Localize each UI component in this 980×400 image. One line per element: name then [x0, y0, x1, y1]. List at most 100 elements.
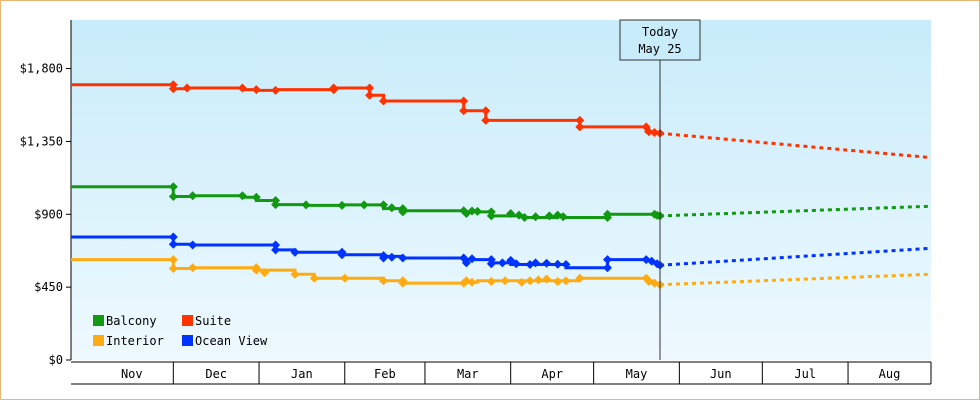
series-balcony-marker: [603, 209, 612, 219]
series-interior-marker: [251, 265, 261, 275]
series-ocean-view-marker: [531, 258, 541, 268]
series-suite-marker: [459, 106, 469, 116]
series-ocean-view-marker: [168, 239, 178, 249]
series-ocean-view-marker: [387, 252, 397, 262]
series-ocean-view-marker: [561, 260, 571, 269]
series-ocean-view-marker: [398, 253, 408, 263]
series-ocean-view-marker: [271, 245, 281, 255]
series-suite-marker: [329, 83, 339, 93]
series-ocean-view-marker: [497, 258, 507, 268]
month-label: May: [626, 367, 648, 381]
month-label: Jun: [710, 367, 732, 381]
series-interior-marker: [525, 276, 535, 286]
series-interior-marker: [168, 264, 178, 273]
legend-swatch-interior: [93, 335, 104, 346]
month-label: Jan: [291, 367, 313, 381]
series-suite-marker: [365, 83, 375, 93]
series-balcony-marker: [531, 212, 541, 222]
series-balcony-marker: [188, 191, 198, 201]
x-axis: Nov Dec Jan Feb Mar Apr May Jun Jul Aug: [71, 361, 932, 385]
series-ocean-view-marker: [379, 253, 388, 263]
series-balcony-marker: [168, 182, 178, 192]
y-tick-label: $450: [34, 280, 63, 294]
month-label: Aug: [879, 367, 901, 381]
legend-swatch-ocean-view: [182, 335, 193, 346]
month-label: Feb: [374, 367, 396, 381]
series-suite-marker: [575, 115, 585, 125]
series-interior-marker: [542, 274, 552, 284]
today-label: Today: [642, 25, 678, 39]
series-suite-marker: [237, 83, 247, 93]
series-interior-marker: [561, 276, 571, 286]
series-balcony-marker: [379, 200, 388, 210]
series-interior-marker: [533, 275, 543, 285]
series-suite-marker: [168, 84, 178, 94]
series-suite-marker: [650, 128, 659, 137]
series-ocean-view-marker: [461, 258, 471, 268]
series-balcony-marker: [168, 192, 178, 201]
series-balcony-marker: [387, 203, 397, 213]
today-marker: Today May 25: [619, 19, 701, 360]
series-interior-marker: [309, 273, 319, 283]
series-ocean-view-marker: [168, 232, 178, 242]
plot-background: [71, 20, 931, 360]
legend-label-ocean-view: Ocean View: [195, 334, 268, 348]
series-balcony-marker: [398, 207, 408, 217]
today-date-label: May 25: [638, 42, 681, 56]
legend: Balcony Suite Interior Ocean View: [93, 314, 268, 348]
series-interior-marker: [500, 276, 510, 286]
series-balcony-marker: [337, 200, 347, 210]
month-label: Mar: [457, 367, 479, 381]
series-suite-history-line: [71, 83, 661, 135]
series-balcony-marker: [359, 200, 369, 210]
series-suite: [71, 80, 932, 160]
series-ocean-view-marker: [511, 259, 521, 269]
month-label: Dec: [205, 367, 227, 381]
series-ocean-view: [71, 232, 932, 273]
series-interior-marker: [188, 263, 198, 273]
series-suite-marker: [251, 85, 261, 95]
series-balcony-marker: [237, 191, 247, 201]
today-box: [619, 19, 701, 61]
series-ocean-view-marker: [603, 263, 612, 273]
series-ocean-view-marker: [467, 254, 477, 264]
legend-swatch-balcony: [93, 315, 104, 326]
series-suite-marker: [481, 106, 491, 116]
series-balcony-marker: [520, 213, 529, 222]
series-interior-marker: [290, 269, 300, 279]
series-interior-marker: [517, 277, 527, 287]
series-suite-marker: [459, 96, 469, 106]
series-ocean-view-marker: [553, 259, 563, 269]
series-balcony-marker: [486, 211, 496, 221]
series-suite-marker: [575, 122, 585, 132]
series-ocean-view-marker: [603, 255, 612, 265]
series-interior-marker: [575, 273, 585, 283]
series-suite-marker: [481, 115, 491, 125]
y-tick-label: $900: [34, 207, 63, 221]
series-ocean-view-forecast-line: [659, 246, 932, 267]
y-axis: $0 $450 $900 $1,350 $1,800: [20, 20, 72, 367]
series-ocean-view-marker: [188, 240, 198, 250]
legend-label-suite: Suite: [195, 314, 231, 328]
series-interior-marker: [553, 277, 563, 286]
series-suite-marker: [365, 90, 375, 100]
y-tick-label: $0: [49, 353, 63, 367]
series-interior-marker: [467, 277, 477, 287]
legend-label-interior: Interior: [106, 334, 164, 348]
series-suite-forecast-line: [659, 131, 932, 160]
series-interior-marker: [168, 255, 178, 265]
series-ocean-view-marker: [542, 258, 552, 268]
series-suite-marker: [182, 83, 192, 93]
legend-swatch-suite: [182, 315, 193, 326]
y-tick-label: $1,800: [20, 62, 63, 76]
month-label: Apr: [541, 367, 563, 381]
series-balcony-marker: [251, 192, 261, 202]
series-interior-marker: [398, 276, 408, 286]
series-interior-marker: [379, 276, 388, 286]
series-interior-forecast-line: [659, 272, 932, 287]
month-label: Jul: [794, 367, 816, 381]
series-suite-marker: [644, 127, 654, 137]
series-balcony-marker: [506, 209, 516, 218]
series-ocean-view-marker: [337, 250, 347, 260]
